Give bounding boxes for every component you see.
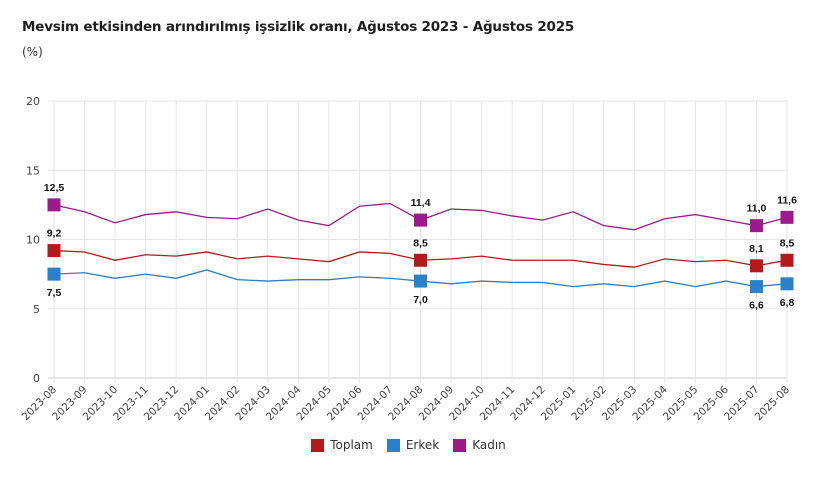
data-label-erkek: 7,0 bbox=[413, 294, 428, 306]
grid bbox=[48, 100, 788, 383]
data-labels: 9,2 8,5 8,1 8,5 7,5 7,0 6,6 6,8 12,5 11,4 11,0 11,6 bbox=[44, 182, 797, 312]
x-axis: 2023-082023-092023-102023-112023-122024-… bbox=[20, 383, 793, 423]
data-label-erkek: 7,5 bbox=[47, 287, 62, 299]
y-tick-label: 20 bbox=[26, 95, 40, 108]
data-label-erkek: 6,8 bbox=[780, 297, 795, 309]
data-label-toplam: 8,5 bbox=[413, 237, 428, 249]
legend: Toplam Erkek Kadın bbox=[0, 438, 817, 452]
y-axis: 0 5 10 15 20 bbox=[26, 95, 40, 385]
data-marker-erkek bbox=[780, 277, 794, 291]
data-label-toplam: 9,2 bbox=[47, 228, 62, 240]
data-label-kadn: 12,5 bbox=[44, 182, 65, 194]
data-label-toplam: 8,5 bbox=[780, 237, 795, 249]
legend-item-erkek[interactable]: Erkek bbox=[386, 438, 440, 452]
y-tick-label: 15 bbox=[26, 164, 40, 177]
data-marker-erkek bbox=[47, 267, 61, 281]
data-label-kadn: 11,0 bbox=[747, 203, 767, 215]
y-tick-label: 5 bbox=[33, 303, 40, 316]
data-marker-kadn bbox=[749, 219, 763, 233]
legend-item-kadn[interactable]: Kadın bbox=[453, 438, 506, 452]
chart-title: Mevsim etkisinden arındırılmış işsizlik … bbox=[22, 19, 575, 35]
series-markers bbox=[47, 198, 794, 294]
y-tick-label: 10 bbox=[26, 234, 40, 247]
data-marker-erkek bbox=[749, 280, 763, 294]
legend-swatch-icon bbox=[386, 438, 400, 452]
data-label-kadn: 11,6 bbox=[777, 194, 797, 206]
chart-subtitle: (%) bbox=[22, 45, 43, 59]
data-label-toplam: 8,1 bbox=[749, 243, 764, 255]
legend-item-toplam[interactable]: Toplam bbox=[311, 438, 373, 452]
y-tick-label: 0 bbox=[33, 372, 40, 385]
data-marker-kadn bbox=[780, 210, 794, 224]
data-marker-toplam bbox=[47, 244, 61, 258]
legend-label: Toplam bbox=[330, 438, 373, 452]
data-marker-erkek bbox=[414, 274, 427, 288]
legend-swatch-icon bbox=[311, 438, 325, 452]
data-marker-kadn bbox=[414, 213, 427, 227]
legend-label: Kadın bbox=[472, 438, 506, 452]
legend-swatch-icon bbox=[453, 438, 467, 452]
data-marker-toplam bbox=[780, 253, 794, 267]
legend-label: Erkek bbox=[405, 438, 440, 452]
data-marker-kadn bbox=[47, 198, 61, 212]
data-label-erkek: 6,6 bbox=[749, 300, 764, 312]
data-label-kadn: 11,4 bbox=[411, 197, 431, 209]
data-marker-toplam bbox=[749, 259, 763, 273]
data-marker-toplam bbox=[414, 253, 427, 267]
